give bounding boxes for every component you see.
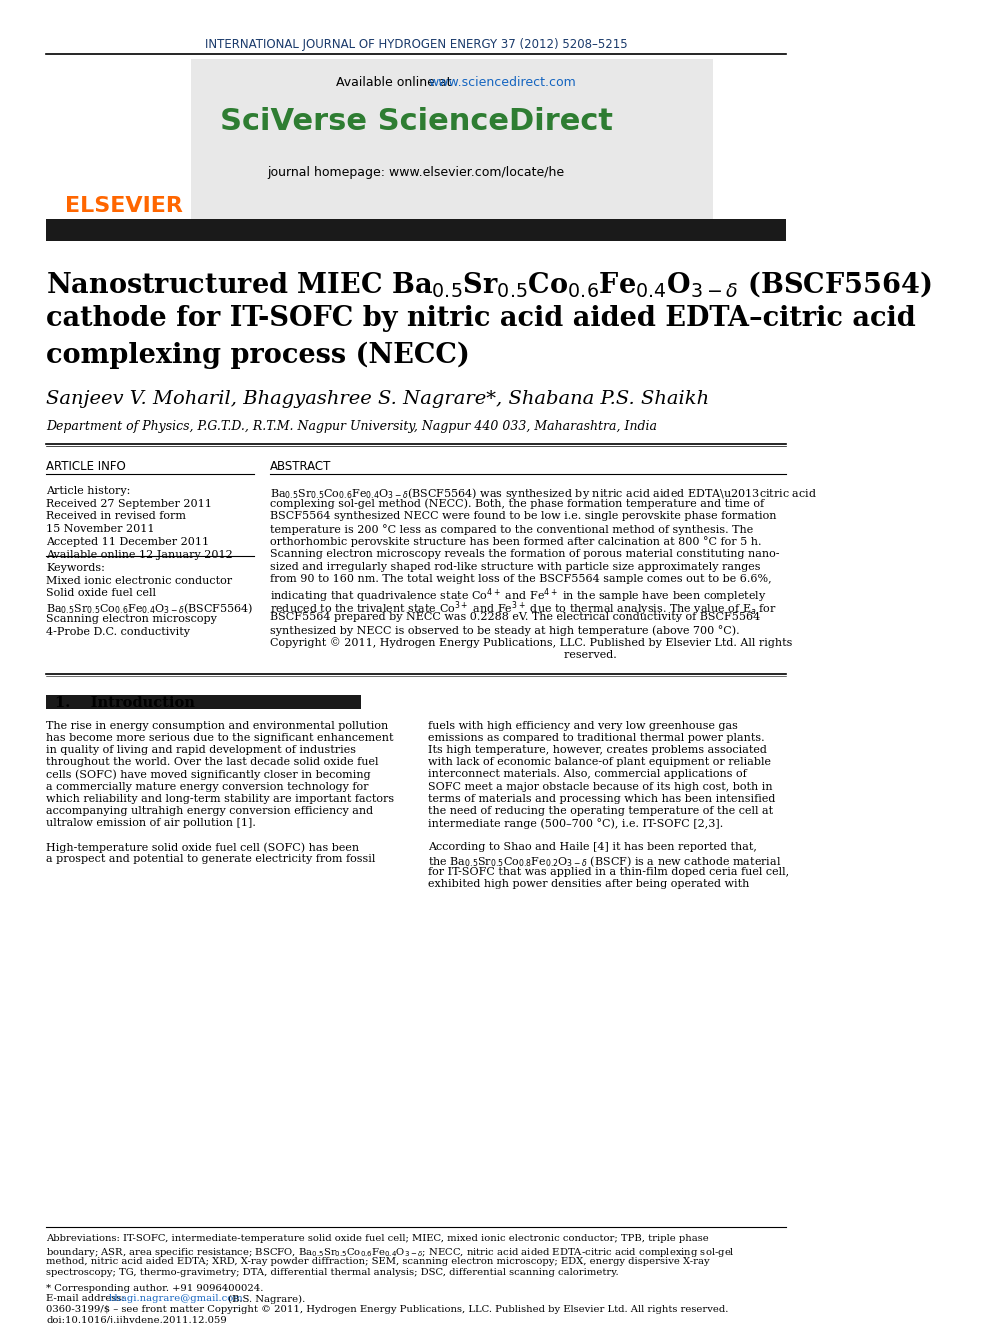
Text: intermediate range (500–700 °C), i.e. IT-SOFC [2,3].: intermediate range (500–700 °C), i.e. IT… (428, 818, 723, 828)
Text: E-mail address:: E-mail address: (47, 1294, 128, 1303)
Text: Copyright © 2011, Hydrogen Energy Publications, LLC. Published by Elsevier Ltd. : Copyright © 2011, Hydrogen Energy Public… (270, 638, 793, 648)
Text: the Ba$_{0.5}$Sr$_{0.5}$Co$_{0.8}$Fe$_{0.2}$O$_{3-\delta}$ (BSCF) is a new catho: the Ba$_{0.5}$Sr$_{0.5}$Co$_{0.8}$Fe$_{0… (428, 855, 782, 869)
Text: which reliability and long-term stability are important factors: which reliability and long-term stabilit… (47, 794, 394, 803)
Text: journal homepage: www.elsevier.com/locate/he: journal homepage: www.elsevier.com/locat… (268, 165, 564, 179)
Text: accompanying ultrahigh energy conversion efficiency and: accompanying ultrahigh energy conversion… (47, 806, 373, 816)
Text: Scanning electron microscopy reveals the formation of porous material constituti: Scanning electron microscopy reveals the… (270, 549, 780, 560)
Text: bhagi.nagrare@gmail.com: bhagi.nagrare@gmail.com (109, 1294, 244, 1303)
Text: The rise in energy consumption and environmental pollution: The rise in energy consumption and envir… (47, 721, 389, 730)
FancyBboxPatch shape (47, 220, 787, 241)
Text: terms of materials and processing which has been intensified: terms of materials and processing which … (428, 794, 776, 803)
Text: ELSEVIER: ELSEVIER (65, 196, 184, 216)
Text: cells (SOFC) have moved significantly closer in becoming: cells (SOFC) have moved significantly cl… (47, 770, 371, 781)
Text: * Corresponding author. +91 9096400024.: * Corresponding author. +91 9096400024. (47, 1283, 264, 1293)
Text: reduced to the trivalent state Co$^{3+}$ and Fe$^{3+}$ due to thermal analysis. : reduced to the trivalent state Co$^{3+}$… (270, 599, 777, 618)
Text: SciVerse ScienceDirect: SciVerse ScienceDirect (220, 107, 613, 136)
Text: orthorhombic perovskite structure has been formed after calcination at 800 °C fo: orthorhombic perovskite structure has be… (270, 536, 762, 548)
Text: www.sciencedirect.com: www.sciencedirect.com (428, 75, 575, 89)
Text: emissions as compared to traditional thermal power plants.: emissions as compared to traditional the… (428, 733, 765, 744)
Text: SOFC meet a major obstacle because of its high cost, both in: SOFC meet a major obstacle because of it… (428, 782, 773, 791)
Text: spectroscopy; TG, thermo-gravimetry; DTA, differential thermal analysis; DSC, di: spectroscopy; TG, thermo-gravimetry; DTA… (47, 1269, 619, 1277)
Text: Department of Physics, P.G.T.D., R.T.M. Nagpur University, Nagpur 440 033, Mahar: Department of Physics, P.G.T.D., R.T.M. … (47, 419, 657, 433)
Text: Its high temperature, however, creates problems associated: Its high temperature, however, creates p… (428, 745, 767, 755)
Text: 4-Probe D.C. conductivity: 4-Probe D.C. conductivity (47, 627, 190, 636)
Text: BSCF5564 synthesized NECC were found to be low i.e. single perovskite phase form: BSCF5564 synthesized NECC were found to … (270, 511, 777, 521)
Text: ABSTRACT: ABSTRACT (270, 460, 331, 474)
Text: BSCF5564 prepared by NECC was 0.2288 eV. The electrical conductivity of BSCF5564: BSCF5564 prepared by NECC was 0.2288 eV.… (270, 613, 761, 622)
Text: synthesized by NECC is observed to be steady at high temperature (above 700 °C).: synthesized by NECC is observed to be st… (270, 624, 740, 635)
Text: the need of reducing the operating temperature of the cell at: the need of reducing the operating tempe… (428, 806, 773, 816)
Text: (B.S. Nagrare).: (B.S. Nagrare). (225, 1294, 306, 1303)
Text: ARTICLE INFO: ARTICLE INFO (47, 460, 126, 474)
Text: INTERNATIONAL JOURNAL OF HYDROGEN ENERGY 37 (2012) 5208–5215: INTERNATIONAL JOURNAL OF HYDROGEN ENERGY… (205, 37, 628, 50)
Text: interconnect materials. Also, commercial applications of: interconnect materials. Also, commercial… (428, 770, 747, 779)
Text: temperature is 200 °C less as compared to the conventional method of synthesis. : temperature is 200 °C less as compared t… (270, 524, 754, 534)
Text: Mixed ionic electronic conductor: Mixed ionic electronic conductor (47, 576, 232, 586)
Text: reserved.: reserved. (270, 650, 617, 660)
Text: exhibited high power densities after being operated with: exhibited high power densities after bei… (428, 878, 749, 889)
Text: Received in revised form: Received in revised form (47, 512, 186, 521)
Text: with lack of economic balance-of plant equipment or reliable: with lack of economic balance-of plant e… (428, 757, 771, 767)
Text: indicating that quadrivalence state Co$^{4+}$ and Fe$^{4+}$ in the sample have b: indicating that quadrivalence state Co$^… (270, 587, 767, 606)
Text: Abbreviations: IT-SOFC, intermediate-temperature solid oxide fuel cell; MIEC, mi: Abbreviations: IT-SOFC, intermediate-tem… (47, 1234, 709, 1244)
Text: has become more serious due to the significant enhancement: has become more serious due to the signi… (47, 733, 394, 744)
Text: Sanjeev V. Moharil, Bhagyashree S. Nagrare*, Shabana P.S. Shaikh: Sanjeev V. Moharil, Bhagyashree S. Nagra… (47, 390, 709, 407)
Text: 15 November 2011: 15 November 2011 (47, 524, 155, 534)
Text: complexing process (NECC): complexing process (NECC) (47, 341, 470, 369)
Text: According to Shao and Haile [4] it has been reported that,: According to Shao and Haile [4] it has b… (428, 843, 757, 852)
Text: a prospect and potential to generate electricity from fossil: a prospect and potential to generate ele… (47, 855, 376, 864)
Text: in quality of living and rapid development of industries: in quality of living and rapid developme… (47, 745, 356, 755)
Text: cathode for IT-SOFC by nitric acid aided EDTA–citric acid: cathode for IT-SOFC by nitric acid aided… (47, 306, 916, 332)
Text: ultralow emission of air pollution [1].: ultralow emission of air pollution [1]. (47, 818, 256, 828)
Text: complexing sol-gel method (NECC). Both, the phase formation temperature and time: complexing sol-gel method (NECC). Both, … (270, 499, 765, 509)
FancyBboxPatch shape (191, 60, 713, 229)
Text: sized and irregularly shaped rod-like structure with particle size approximately: sized and irregularly shaped rod-like st… (270, 562, 761, 572)
Text: doi:10.1016/j.ijhydene.2011.12.059: doi:10.1016/j.ijhydene.2011.12.059 (47, 1316, 227, 1323)
Text: Nanostructured MIEC Ba$_{0.5}$Sr$_{0.5}$Co$_{0.6}$Fe$_{0.4}$O$_{3-\delta}$ (BSCF: Nanostructured MIEC Ba$_{0.5}$Sr$_{0.5}$… (47, 269, 931, 299)
Text: from 90 to 160 nm. The total weight loss of the BSCF5564 sample comes out to be : from 90 to 160 nm. The total weight loss… (270, 574, 772, 585)
Text: Solid oxide fuel cell: Solid oxide fuel cell (47, 589, 156, 598)
Text: Keywords:: Keywords: (47, 562, 105, 573)
Text: High-temperature solid oxide fuel cell (SOFC) has been: High-temperature solid oxide fuel cell (… (47, 843, 359, 853)
Text: Available online at: Available online at (335, 75, 455, 89)
Text: a commercially mature energy conversion technology for: a commercially mature energy conversion … (47, 782, 369, 791)
Text: 0360-3199/$ – see front matter Copyright © 2011, Hydrogen Energy Publications, L: 0360-3199/$ – see front matter Copyright… (47, 1306, 728, 1314)
Text: Available online 12 January 2012: Available online 12 January 2012 (47, 550, 233, 560)
Text: Accepted 11 December 2011: Accepted 11 December 2011 (47, 537, 209, 548)
Text: Received 27 September 2011: Received 27 September 2011 (47, 499, 212, 508)
Text: boundary; ASR, area specific resistance; BSCFO, Ba$_{0.5}$Sr$_{0.5}$Co$_{0.6}$Fe: boundary; ASR, area specific resistance;… (47, 1245, 735, 1258)
Text: fuels with high efficiency and very low greenhouse gas: fuels with high efficiency and very low … (428, 721, 738, 730)
Text: Article history:: Article history: (47, 486, 131, 496)
Text: 1.    Introduction: 1. Introduction (55, 696, 194, 710)
Text: Ba$_{0.5}$Sr$_{0.5}$Co$_{0.6}$Fe$_{0.4}$O$_{3-\delta}$(BSCF5564) was synthesized: Ba$_{0.5}$Sr$_{0.5}$Co$_{0.6}$Fe$_{0.4}$… (270, 486, 817, 501)
Text: throughout the world. Over the last decade solid oxide fuel: throughout the world. Over the last deca… (47, 757, 379, 767)
FancyBboxPatch shape (47, 695, 361, 709)
Text: for IT-SOFC that was applied in a thin-film doped ceria fuel cell,: for IT-SOFC that was applied in a thin-f… (428, 867, 789, 877)
Text: method, nitric acid aided EDTA; XRD, X-ray powder diffraction; SEM, scanning ele: method, nitric acid aided EDTA; XRD, X-r… (47, 1257, 710, 1266)
Text: Scanning electron microscopy: Scanning electron microscopy (47, 614, 217, 624)
Text: Ba$_{0.5}$Sr$_{0.5}$Co$_{0.6}$Fe$_{0.4}$O$_{3-\delta}$(BSCF5564): Ba$_{0.5}$Sr$_{0.5}$Co$_{0.6}$Fe$_{0.4}$… (47, 602, 254, 617)
